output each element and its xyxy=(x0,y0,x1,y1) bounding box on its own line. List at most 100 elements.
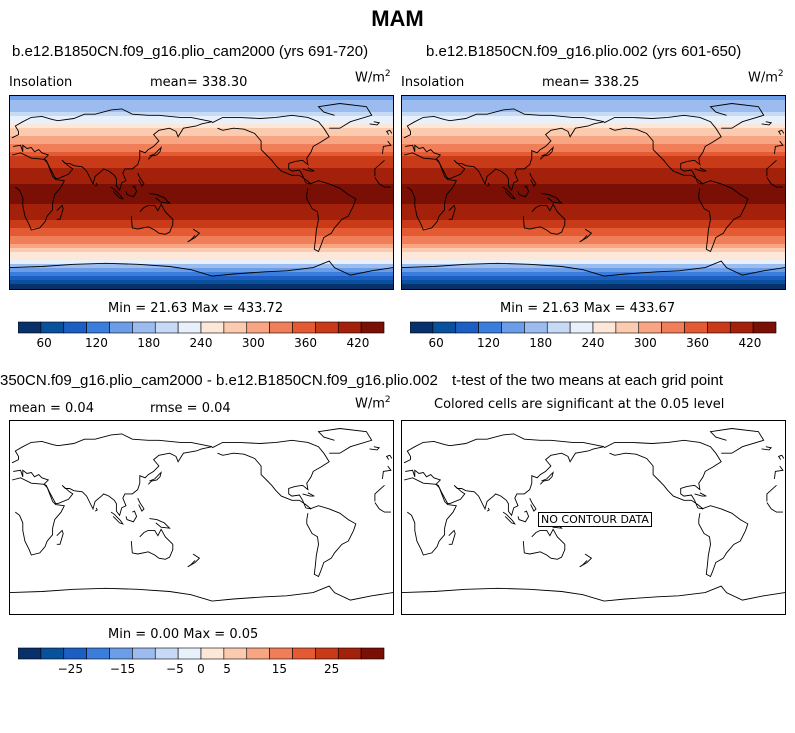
coastline xyxy=(211,439,330,510)
colorbar-box xyxy=(200,321,225,334)
coastline xyxy=(698,505,749,578)
insolation-band xyxy=(10,216,393,221)
insolation-band xyxy=(402,188,785,193)
coastline xyxy=(777,454,785,460)
panel-b-minmax: Min = 21.63 Max = 433.67 xyxy=(500,301,676,316)
insolation-band xyxy=(402,152,785,157)
colorbar-box xyxy=(546,321,571,334)
insolation-band xyxy=(10,236,393,241)
insolation-band xyxy=(10,252,393,257)
coastline xyxy=(149,518,171,529)
colorbar-tick-label: 5 xyxy=(223,662,231,676)
coastline xyxy=(110,511,124,525)
colorbar-tick-label: 15 xyxy=(272,662,287,676)
coastline xyxy=(385,454,393,460)
insolation-band xyxy=(402,228,785,233)
insolation-band xyxy=(402,204,785,209)
colorbar-box xyxy=(478,321,502,334)
coastline xyxy=(761,121,773,126)
coastline xyxy=(539,146,554,160)
colorbar-box xyxy=(200,647,225,660)
insolation-band xyxy=(10,172,393,177)
panel-c-mean-label: mean = 0.04 xyxy=(9,401,94,416)
coastline xyxy=(603,114,722,185)
insolation-band xyxy=(402,196,785,201)
colorbar-box xyxy=(246,647,270,660)
panel-c-minmax: Min = 0.00 Max = 0.05 xyxy=(108,627,259,642)
coastline xyxy=(317,428,373,454)
colorbar-tick-label: 420 xyxy=(346,336,369,350)
insolation-band xyxy=(10,204,393,209)
insolation-band xyxy=(10,284,393,289)
coastline xyxy=(317,103,373,129)
panel-a-variable-label: Insolation xyxy=(9,75,73,90)
coastline xyxy=(766,159,777,177)
insolation-band xyxy=(10,168,393,173)
coastline xyxy=(130,528,174,560)
insolation-band xyxy=(402,120,785,125)
coastline xyxy=(369,121,381,126)
insolation-band xyxy=(402,132,785,137)
insolation-band xyxy=(10,240,393,245)
coastline xyxy=(306,180,357,253)
coastline xyxy=(486,507,490,512)
colorbar-box xyxy=(569,321,594,334)
insolation-band xyxy=(402,276,785,281)
coastline xyxy=(385,129,393,135)
colorbar-box xyxy=(337,647,362,660)
colorbar-box xyxy=(269,647,293,660)
panel-a-units: W/m2 xyxy=(355,69,391,86)
coastline xyxy=(56,204,64,220)
insolation-band xyxy=(10,124,393,129)
insolation-band xyxy=(10,196,393,201)
colorbar-box xyxy=(638,321,662,334)
colorbar-box xyxy=(132,647,156,660)
colorbar-box xyxy=(109,647,133,660)
insolation-band xyxy=(10,256,393,261)
colorbar-box xyxy=(40,647,65,660)
insolation-band xyxy=(402,100,785,105)
panel-b-map xyxy=(401,95,786,290)
colorbar-box xyxy=(177,647,202,660)
colorbar-tick-label: 240 xyxy=(190,336,213,350)
panel-a-subtitle: b.e12.B1850CN.f09_g16.plio_cam2000 (yrs … xyxy=(12,43,369,60)
colorbar-tick-label: 0 xyxy=(197,662,205,676)
coastline xyxy=(302,167,315,172)
panel-d-map: NO CONTOUR DATA xyxy=(401,420,786,615)
coastline xyxy=(11,108,213,192)
colorbar-tick-label: 120 xyxy=(85,336,108,350)
insolation-band xyxy=(402,168,785,173)
coastline xyxy=(374,159,385,177)
coastline xyxy=(403,433,605,517)
insolation-band xyxy=(402,244,785,249)
coastline xyxy=(777,129,785,135)
coastline xyxy=(110,186,124,200)
colorbar-box xyxy=(360,321,385,334)
insolation-band xyxy=(402,96,785,101)
colorbar-box xyxy=(292,321,316,334)
coastline xyxy=(374,502,391,513)
panel-b-mean-label: mean= 338.25 xyxy=(542,75,640,90)
colorbar-box xyxy=(501,321,525,334)
coastline xyxy=(369,446,381,451)
insolation-band xyxy=(10,164,393,169)
insolation-band xyxy=(10,128,393,133)
panel-c-units: W/m2 xyxy=(355,395,391,412)
coastline xyxy=(709,103,765,129)
insolation-band xyxy=(402,212,785,217)
panel-d-subtitle: t-test of the two means at each grid poi… xyxy=(452,372,723,389)
coastline xyxy=(522,203,566,235)
colorbar-box xyxy=(109,321,133,334)
colorbar-box xyxy=(246,321,270,334)
coastline xyxy=(381,140,392,154)
coastline xyxy=(137,173,145,187)
colorbar-tick-label: 420 xyxy=(738,336,761,350)
colorbar-box xyxy=(455,321,479,334)
insolation-band xyxy=(10,112,393,117)
colorbar-box xyxy=(63,647,87,660)
insolation-band xyxy=(402,156,785,161)
panel-c-subtitle: 350CN.f09_g16.plio_cam2000 - b.e12.B1850… xyxy=(0,372,438,389)
insolation-band xyxy=(10,212,393,217)
insolation-band xyxy=(10,144,393,149)
coastline xyxy=(147,146,162,160)
